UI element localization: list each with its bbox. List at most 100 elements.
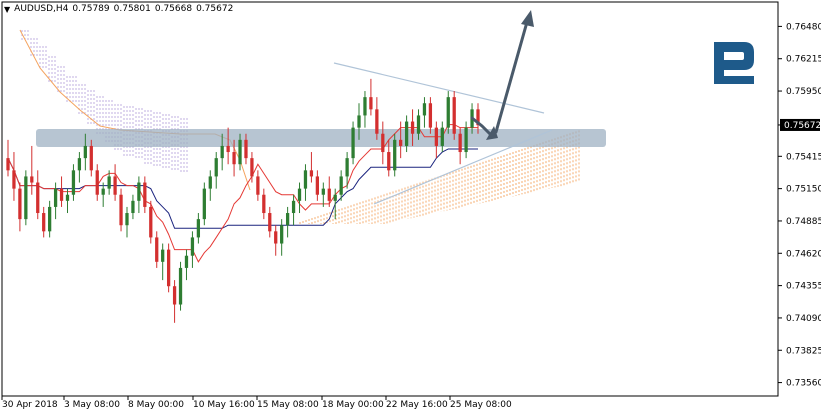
candle-body (131, 200, 135, 214)
candle-body (333, 194, 337, 201)
candle-body (149, 206, 153, 238)
candle-body (137, 182, 141, 201)
candle (446, 91, 450, 134)
candle (184, 249, 189, 281)
candle (428, 97, 433, 134)
candle (375, 97, 379, 140)
upper-trend-line (333, 62, 545, 114)
candle-body (375, 109, 379, 134)
candle-body (71, 170, 76, 195)
brand-logo-r-icon (712, 40, 756, 89)
candle-body (428, 103, 433, 128)
forecast-down-arrow-head (486, 126, 498, 140)
candle (369, 78, 373, 116)
candle-body (113, 176, 117, 195)
candle (345, 152, 349, 189)
candle (464, 121, 468, 159)
candle-body (369, 97, 373, 110)
candle (24, 170, 28, 226)
y-tick-label: 0.74090 (786, 314, 821, 324)
candle-body (434, 127, 438, 146)
candle-body (6, 158, 10, 171)
candle-body (250, 158, 254, 177)
candle-body (48, 206, 52, 232)
candle-body (172, 286, 177, 305)
candle (440, 121, 444, 153)
candle-body (458, 133, 462, 153)
candle (53, 182, 58, 220)
candle (65, 188, 70, 214)
candle (280, 219, 284, 256)
candle (143, 176, 147, 214)
candle (297, 182, 302, 214)
candle-body (303, 170, 308, 189)
candle (137, 176, 141, 214)
candle (178, 261, 183, 311)
candle (131, 194, 135, 220)
candle-body (440, 127, 444, 146)
candle-body (101, 188, 105, 195)
y-tick-label: 0.74620 (786, 249, 821, 259)
candle-body (36, 182, 40, 214)
candle (404, 115, 409, 153)
candle (71, 164, 76, 201)
candle (161, 243, 165, 281)
candle-body (232, 152, 236, 165)
candle-body (452, 97, 456, 134)
candle (202, 182, 206, 226)
candle (303, 164, 308, 201)
y-tick-label: 0.75150 (786, 185, 821, 195)
candle-body (59, 188, 64, 201)
candle (357, 103, 361, 140)
candle-body (339, 176, 343, 195)
forecast-down-arrow-line (470, 116, 494, 138)
candle-body (119, 194, 123, 226)
x-tick-label: 18 May 00:00 (322, 400, 384, 410)
candle (285, 206, 290, 238)
candle-body (280, 225, 284, 244)
candle-body (83, 145, 87, 159)
y-tick-label: 0.76480 (786, 22, 821, 32)
candle (18, 182, 22, 232)
candle (238, 133, 242, 171)
candle-body (12, 170, 16, 189)
y-tick-label: 0.73560 (786, 379, 821, 389)
candle (226, 127, 230, 165)
candle (458, 127, 462, 165)
candle (166, 243, 171, 293)
plot-area (1, 1, 779, 397)
candle-body (53, 188, 58, 207)
candle (476, 103, 480, 134)
triangle-down-icon[interactable]: ▼ (4, 4, 11, 14)
candle (351, 121, 355, 165)
candle (83, 133, 87, 171)
candle-body (244, 139, 248, 159)
candle-body (155, 237, 159, 262)
x-tick-label: 30 Apr 2018 (2, 400, 58, 410)
candle (95, 164, 99, 201)
candle-body (65, 194, 70, 201)
candle-body (309, 170, 314, 177)
current-price-label: 0.75672 (784, 121, 821, 131)
x-tick-label: 15 May 08:00 (257, 400, 319, 410)
candle-body (393, 139, 397, 171)
candle-body (416, 115, 421, 134)
candle (77, 152, 82, 183)
candle-body (77, 158, 82, 171)
candle-body (107, 176, 111, 189)
candle-body (315, 176, 320, 195)
candle-body (363, 97, 367, 116)
candle-body (351, 127, 355, 159)
candle (381, 121, 385, 165)
high-value: 0.75801 (113, 4, 151, 14)
candle (125, 206, 129, 238)
candle-body (42, 213, 46, 232)
candle (416, 109, 421, 140)
y-tick-label: 0.74355 (786, 282, 821, 292)
candle (387, 139, 391, 177)
candle (393, 133, 397, 177)
candle (48, 200, 52, 238)
ichimoku-cloud (299, 130, 580, 226)
candle-body (24, 176, 28, 220)
x-tick-label: 3 May 08:00 (64, 400, 120, 410)
